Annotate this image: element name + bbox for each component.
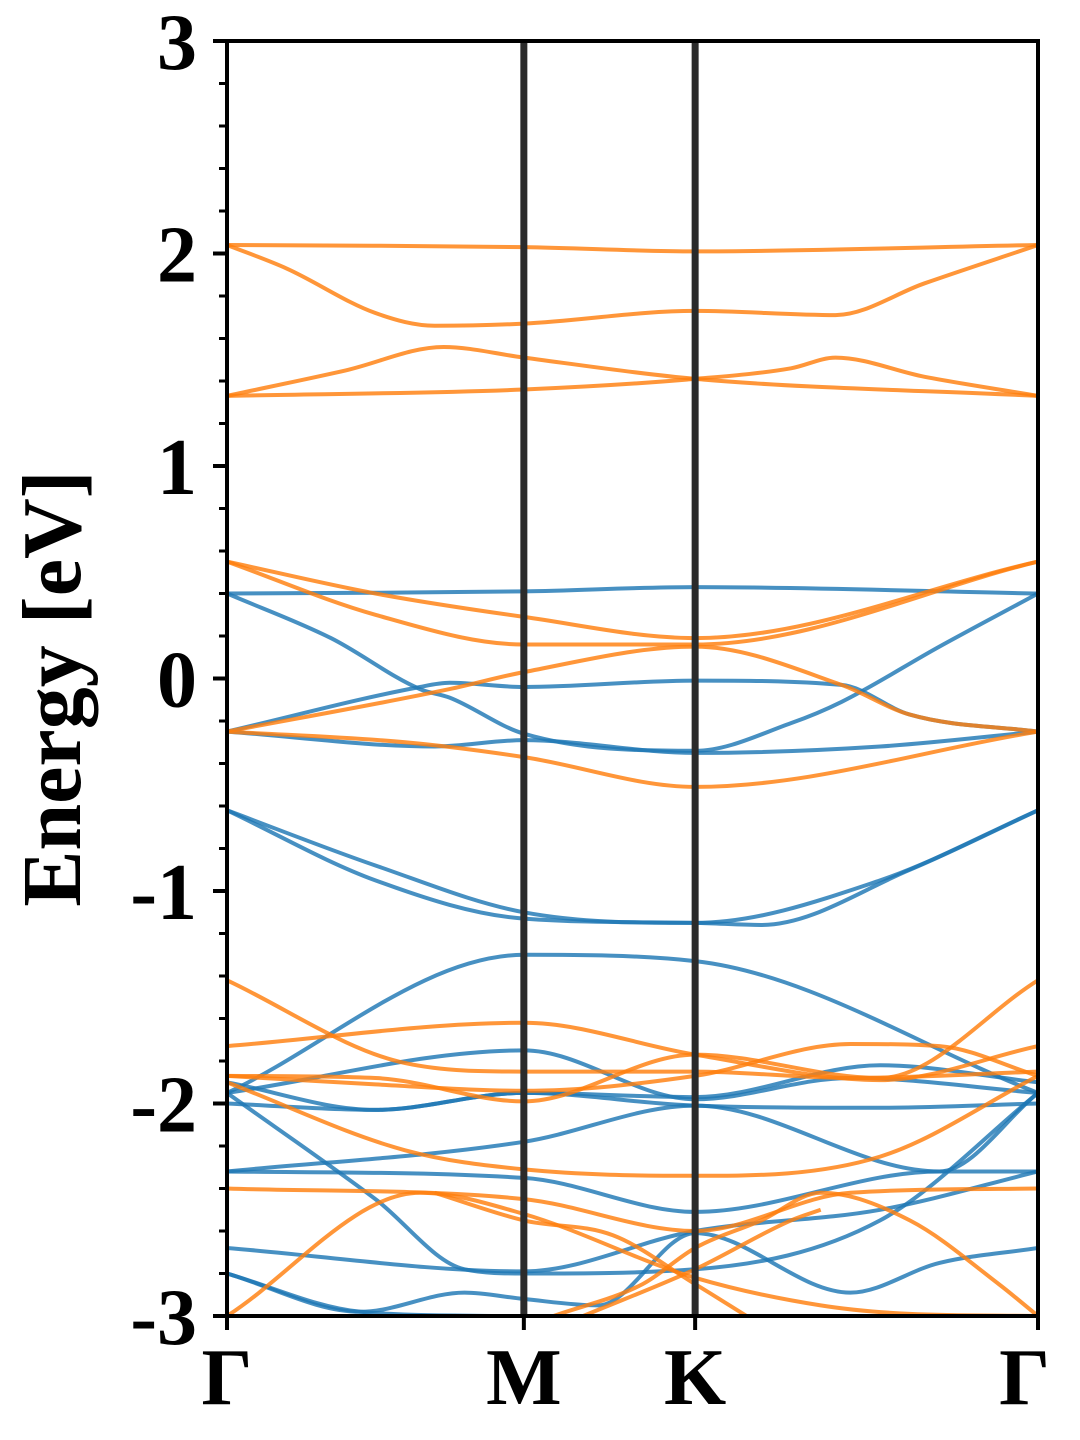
- band-line-2: [227, 344, 1038, 398]
- x-tick-label-K: K: [664, 1334, 726, 1422]
- band-line-11: [227, 729, 1038, 789]
- band-line-6: [227, 678, 1038, 734]
- band-line-17: [227, 1090, 1038, 1112]
- band-line-31: [434, 1190, 748, 1316]
- band-line-27: [227, 978, 1038, 1104]
- plot-frame: [225, 39, 1040, 1318]
- y-tick-label: 1: [157, 424, 197, 512]
- high-symmetry-lines: [520, 41, 699, 1316]
- band-line-14: [227, 952, 1038, 1095]
- y-axis-label: Energy [eV]: [6, 470, 99, 906]
- band-line-7: [227, 729, 1038, 755]
- band-line-8: [227, 559, 1038, 641]
- band-line-22: [227, 1231, 1038, 1314]
- band-line-33: [582, 1207, 822, 1316]
- band-line-21: [227, 1169, 1038, 1274]
- band-line-19: [227, 1169, 1038, 1214]
- x-tick-label-Γ: Γ: [202, 1334, 253, 1422]
- band-line-32: [552, 1190, 1038, 1316]
- band-line-3: [227, 355, 1038, 398]
- band-line-24: [227, 978, 1038, 1081]
- y-tick-label: -3: [130, 1274, 197, 1362]
- x-tick-label-Γ: Γ: [999, 1334, 1050, 1422]
- band-line-26: [227, 1041, 1038, 1093]
- band-line-10: [227, 644, 1038, 734]
- band-line-29: [227, 1186, 1038, 1234]
- y-tick-label: 0: [157, 637, 197, 725]
- band-line-28: [227, 1074, 1038, 1178]
- y-tick-label: -1: [130, 849, 197, 937]
- y-tick-label: 3: [157, 0, 197, 87]
- band-line-1: [227, 243, 1038, 328]
- band-line-5: [227, 591, 1038, 753]
- band-line-9: [227, 559, 1038, 647]
- band-line-0: [227, 243, 1038, 254]
- band-curves: [227, 243, 1038, 1316]
- y-tick-label: -2: [130, 1062, 197, 1150]
- band-line-25: [227, 1020, 1038, 1083]
- band-line-13: [227, 808, 1038, 928]
- y-ticks: 3 2 1 0 -1 -2 -3: [130, 0, 227, 1362]
- x-tick-label-M: M: [486, 1334, 562, 1422]
- y-tick-label: 2: [157, 212, 197, 300]
